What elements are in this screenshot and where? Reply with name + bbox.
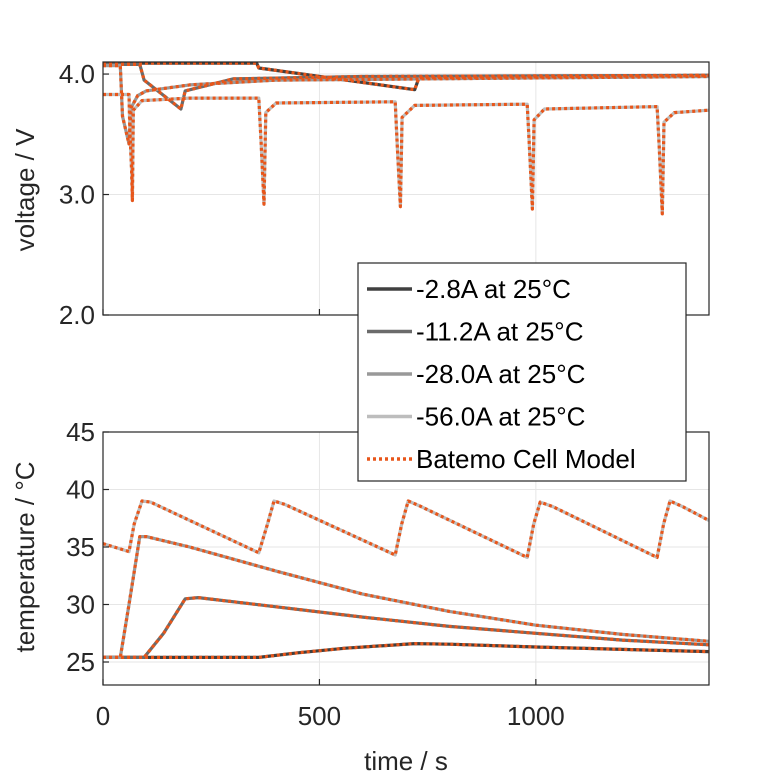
temperature-model-2	[103, 535, 710, 659]
temperature-ytick-label-3: 40	[66, 475, 95, 505]
temperature-axis-label: temperature / °C	[10, 461, 40, 652]
voltage-ytick-label-0: 2.0	[59, 300, 95, 330]
temperature-xtick-label-2: 1000	[507, 701, 565, 731]
voltage-axis-label: voltage / V	[10, 128, 40, 252]
legend-label-3: -56.0A at 25°C	[416, 402, 585, 432]
temperature-model-1	[103, 596, 710, 659]
legend-label-4: Batemo Cell Model	[416, 444, 636, 474]
voltage-model-3	[103, 92, 710, 216]
temperature-ytick-label-0: 25	[66, 647, 95, 677]
temperature-model-3	[102, 499, 710, 559]
voltage-ytick-label-1: 3.0	[59, 180, 95, 210]
temperature-panel: 0 500 1000 25 30 35 40 45	[66, 417, 710, 731]
voltage-model-1	[103, 62, 710, 111]
legend-label-0: -2.8A at 25°C	[416, 274, 571, 304]
time-axis-label: time / s	[364, 746, 448, 776]
voltage-model-2	[103, 63, 710, 146]
voltage-series-1	[103, 62, 710, 111]
temperature-ytick-label-4: 45	[66, 417, 95, 447]
legend-box	[357, 262, 687, 482]
temperature-ytick-label-2: 35	[66, 532, 95, 562]
temperature-xtick-label-0: 0	[96, 701, 110, 731]
legend: -2.8A at 25°C -11.2A at 25°C -28.0A at 25°…	[357, 262, 687, 482]
legend-label-1: -11.2A at 25°C	[416, 317, 583, 347]
voltage-panel: 2.0 3.0 4.0	[59, 59, 710, 330]
temperature-model-0	[103, 642, 710, 659]
voltage-model-0	[103, 61, 710, 92]
temperature-xtick-label-1: 500	[298, 701, 341, 731]
temperature-ytick-label-1: 30	[66, 590, 95, 620]
temperature-series-0	[103, 642, 710, 659]
legend-label-2: -28.0A at 25°C	[416, 359, 585, 389]
voltage-ytick-label-2: 4.0	[59, 59, 95, 89]
